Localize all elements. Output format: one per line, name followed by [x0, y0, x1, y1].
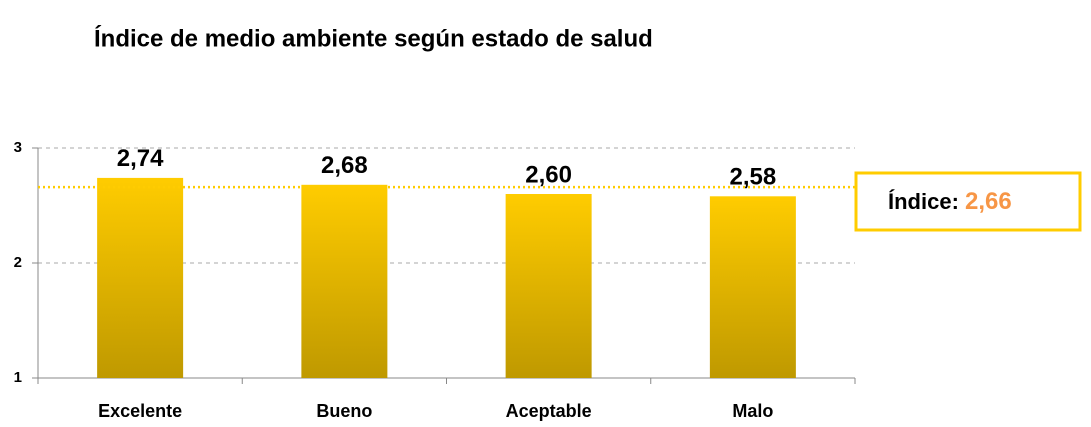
- reference-value: 2,66: [965, 188, 1012, 215]
- value-label: 2,60: [525, 161, 572, 188]
- value-label: 2,68: [321, 152, 368, 179]
- y-tick-label: 3: [14, 139, 22, 156]
- x-tick-label: Malo: [732, 401, 773, 421]
- reference-label: Índice:: [888, 189, 959, 214]
- x-tick-label: Aceptable: [506, 401, 592, 421]
- y-tick-label: 2: [14, 254, 22, 271]
- reference-box: [854, 171, 1082, 232]
- x-tick-label: Bueno: [316, 401, 372, 421]
- x-tick-label: Excelente: [98, 401, 182, 421]
- plot: 1 2 3 Excelente 2,74 Bueno 2,68 Aceptable 2,60 Ma…: [14, 139, 856, 421]
- value-label: 2,74: [117, 145, 164, 172]
- reference-annotation: Índice: 2,66: [888, 188, 1012, 215]
- bar: [505, 194, 592, 378]
- chart-title: Índice de medio ambiente según estado de…: [94, 24, 653, 52]
- bar: [709, 196, 796, 378]
- y-tick-label: 1: [14, 369, 22, 386]
- bar: [97, 177, 184, 378]
- bar: [301, 184, 388, 378]
